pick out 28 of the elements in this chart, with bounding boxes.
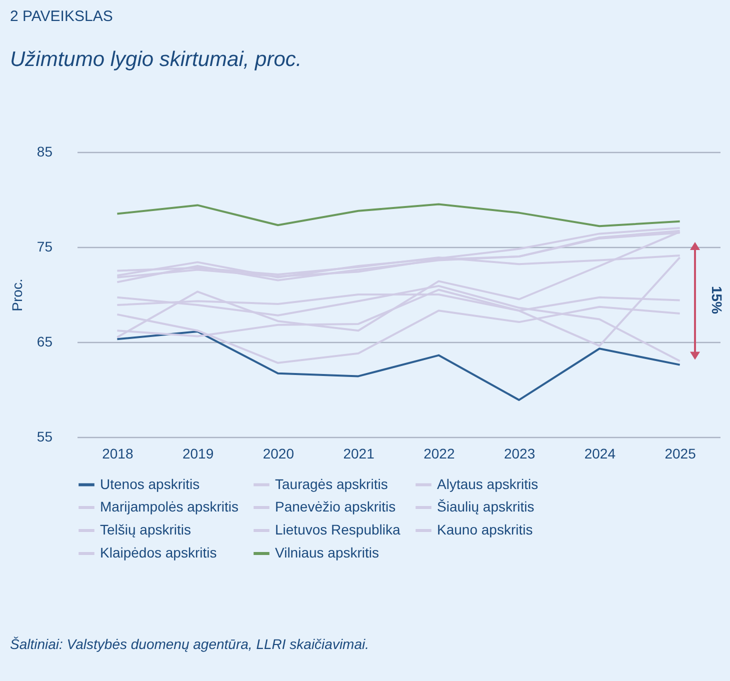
y-tick-label: 85 — [36, 144, 53, 160]
legend-label: Klaipėdos apskritis — [100, 544, 217, 560]
legend-label: Alytaus apskritis — [437, 476, 538, 492]
y-tick-label: 65 — [36, 334, 53, 350]
x-tick-label: 2019 — [182, 446, 214, 462]
text: 2 PAVEIKSLAS — [10, 8, 113, 25]
x-tick-label: 2024 — [584, 446, 616, 462]
legend-label: Marijampolės apskritis — [100, 498, 238, 514]
x-tick-label: 2025 — [664, 446, 696, 462]
x-tick-label: 2018 — [102, 446, 134, 462]
x-tick-label: 2020 — [262, 446, 294, 462]
y-tick-label: 75 — [36, 238, 53, 254]
legend-label: Lietuvos Respublika — [275, 522, 401, 538]
legend-label: Kauno apskritis — [437, 522, 533, 538]
legend-label: Vilniaus apskritis — [275, 544, 380, 560]
x-tick-label: 2022 — [424, 446, 455, 462]
y-axis-title: Proc. — [8, 278, 25, 312]
legend-label: Utenos apskritis — [100, 476, 200, 492]
legend-label: Tauragės apskritis — [275, 476, 388, 492]
x-tick-label: 2021 — [343, 446, 375, 462]
text: Šaltiniai: Valstybės duomenų agentūra, LLRI skaičiavimai. — [10, 636, 370, 652]
y-tick-label: 55 — [36, 428, 53, 444]
x-tick-label: 2023 — [504, 446, 536, 462]
legend-label: Panevėžio apskritis — [275, 498, 396, 514]
legend-label: Šiaulių apskritis — [437, 498, 534, 514]
legend-label: Telšių apskritis — [100, 522, 192, 538]
chart-title: Užimtumo lygio skirtumai, proc. — [10, 48, 302, 72]
annotation: 15% — [708, 286, 725, 314]
